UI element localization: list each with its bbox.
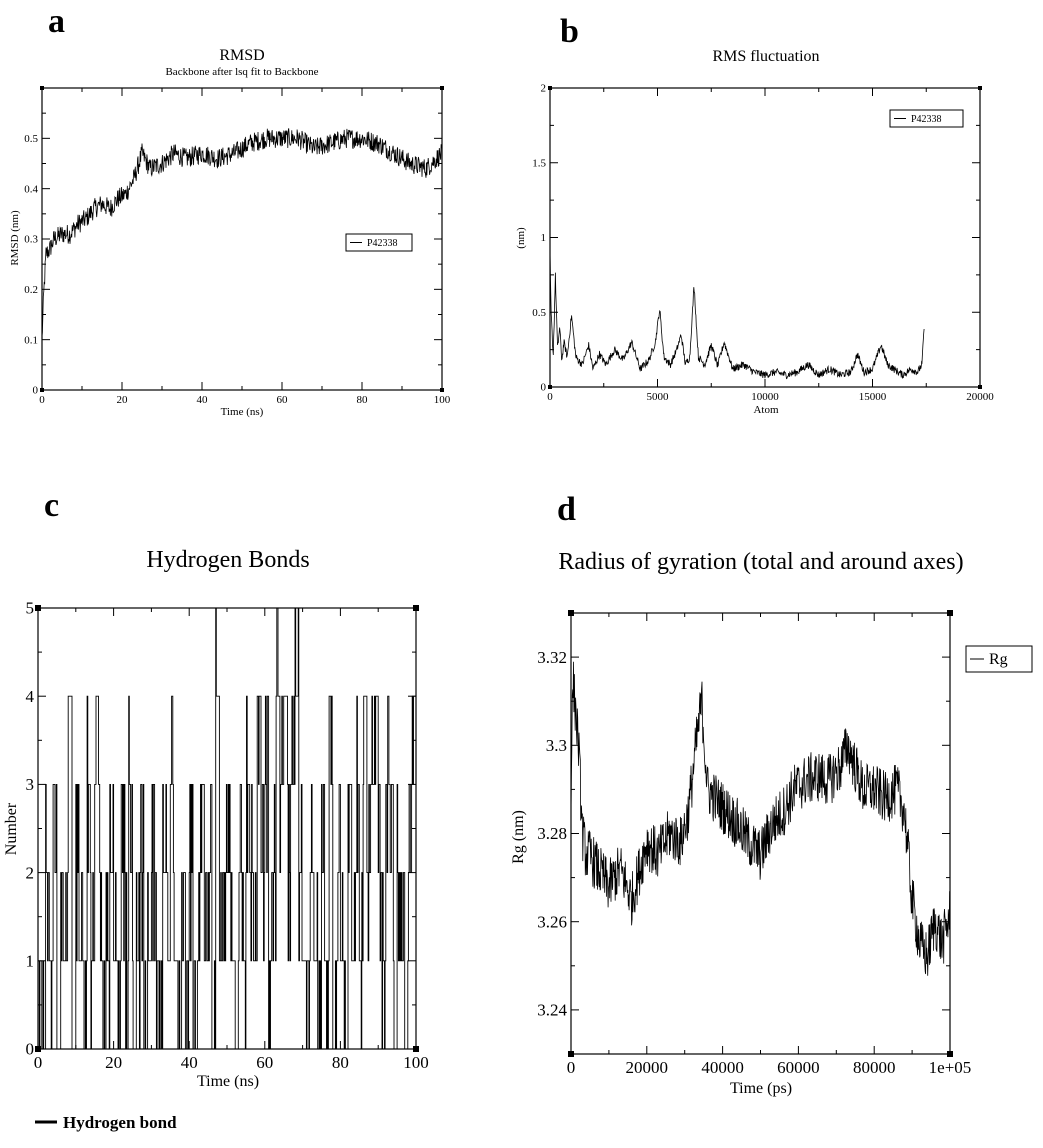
footer-legend-label: Hydrogen bond [63,1113,177,1132]
x-tick-label: 1e+05 [929,1058,972,1077]
x-tick-label: 80000 [853,1058,896,1077]
x-tick-label: 60 [256,1053,273,1072]
series-line-hydrogen-bond [38,607,417,1050]
x-tick-label: 20 [117,394,129,406]
legend-box [345,233,413,252]
y-tick-label: 0.1 [24,334,38,346]
y-tick-label: 1.5 [532,157,546,169]
legend-label: P42338 [911,114,942,125]
x-tick-label: 15000 [859,391,887,403]
x-tick-label: 0 [547,391,553,403]
panel-label-a: a [48,3,65,40]
y-axis-label: Number [3,802,20,855]
x-tick-label: 0 [39,394,45,406]
y-tick-label: 2 [541,83,547,95]
x-axis-label: Time (ps) [730,1080,792,1097]
y-tick-label: 0 [26,1040,35,1059]
rmsd-chart: RMSD Backbone after lsq fit to Backbone … [9,47,451,418]
y-tick-label: 0.4 [24,183,38,195]
y-tick-label: 2 [26,863,35,882]
x-tick-label: 0 [34,1053,43,1072]
legend-label: Rg [989,651,1008,668]
y-tick-label: 3.32 [537,648,567,667]
legend-box [889,109,964,128]
y-tick-label: 0 [541,382,547,394]
x-tick-label: 100 [434,394,451,406]
x-tick-label: 40 [197,394,209,406]
series-line-p42338 [549,248,925,380]
y-axis-label: RMSD (nm) [9,210,21,266]
y-tick-label: 3.3 [546,736,567,755]
chart-title: RMSD [219,47,264,64]
x-tick-label: 40 [181,1053,198,1072]
y-tick-label: 3 [26,775,35,794]
series-line-rg [570,661,951,976]
y-tick-label: 0.5 [24,133,38,145]
y-tick-label: 1 [541,232,547,244]
radius-of-gyration-chart: Radius of gyration (total and around axe… [510,549,1033,1097]
plot-frame [570,612,951,1055]
y-tick-label: 0 [33,385,39,397]
x-axis-label: Time (ns) [197,1073,259,1090]
x-tick-label: 10000 [751,391,779,403]
y-tick-label: 4 [26,687,35,706]
panel-label-d: d [557,491,576,528]
x-tick-label: 20000 [966,391,994,403]
rms-fluctuation-chart: RMS fluctuation Atom (nm) 0 5000 10000 1500… [515,48,994,416]
series-line-p42338 [41,128,443,337]
chart-title: RMS fluctuation [712,48,819,65]
x-axis-label: Time (ns) [221,406,264,418]
y-tick-label: 0.3 [24,234,38,246]
x-tick-label: 80 [332,1053,349,1072]
panel-label-c: c [44,487,59,524]
y-tick-label: 0.5 [532,307,546,319]
y-axis-label: Rg (nm) [510,810,527,864]
x-tick-label: 0 [567,1058,576,1077]
y-tick-label: 3.28 [537,824,567,843]
x-tick-label: 80 [357,394,369,406]
chart-title: Radius of gyration (total and around axe… [558,549,963,575]
chart-subtitle: Backbone after lsq fit to Backbone [165,66,318,78]
y-tick-label: 0.2 [24,284,38,296]
x-tick-label: 100 [403,1053,429,1072]
x-tick-label: 60000 [777,1058,820,1077]
y-tick-label: 3.24 [537,1001,567,1020]
x-tick-label: 60 [277,394,289,406]
hydrogen-bonds-chart: Hydrogen Bonds Time (ns) Number 0 20 40 60 8… [3,547,429,1090]
x-axis-label: Atom [753,404,779,416]
y-axis-label: (nm) [515,227,527,249]
x-tick-label: 40000 [701,1058,744,1077]
x-tick-label: 5000 [647,391,670,403]
plot-frame [549,87,981,388]
y-tick-label: 1 [26,951,35,970]
x-tick-label: 20 [105,1053,122,1072]
chart-title: Hydrogen Bonds [146,547,309,573]
x-tick-label: 20000 [626,1058,669,1077]
y-tick-label: 5 [26,599,35,618]
panel-label-b: b [560,13,579,50]
legend-label: P42338 [367,238,398,249]
y-tick-label: 3.26 [537,912,567,931]
